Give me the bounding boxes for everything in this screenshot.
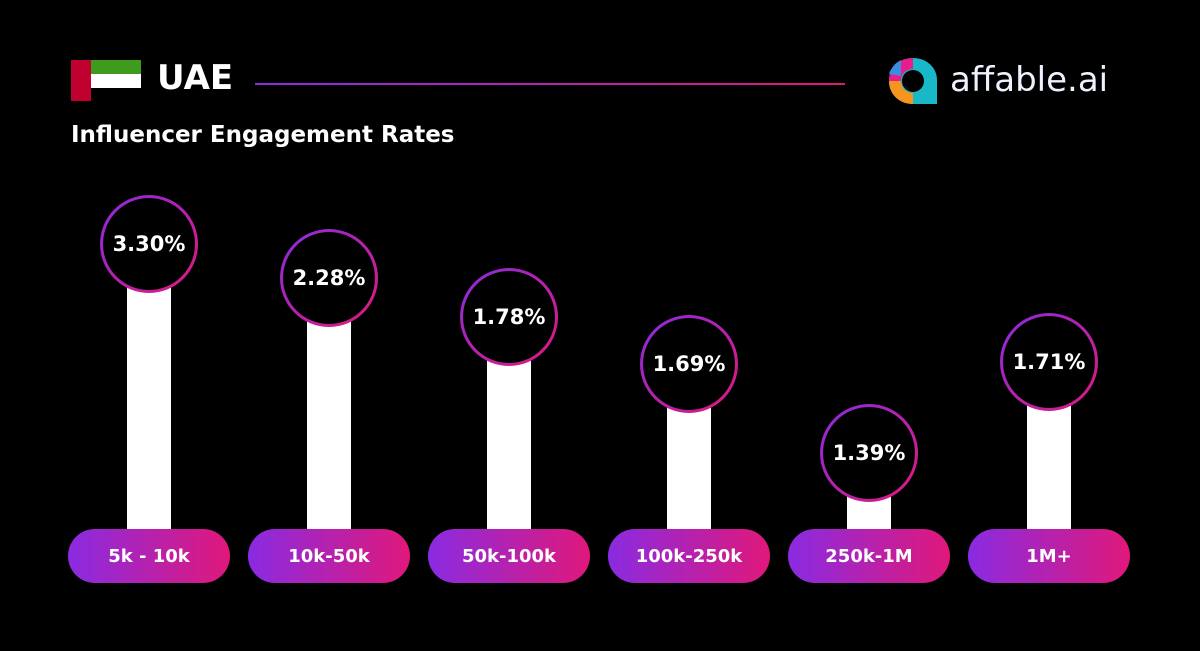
brand-name: affable.ai	[950, 60, 1109, 100]
affable-logo-icon	[889, 58, 937, 104]
category-label: 100k-250k	[608, 529, 770, 583]
value-label: 3.30%	[100, 195, 198, 293]
value-label: 1.39%	[820, 404, 918, 502]
value-label: 1.71%	[1000, 313, 1098, 411]
header-divider	[255, 83, 845, 85]
category-label: 50k-100k	[428, 529, 590, 583]
category-label: 1M+	[968, 529, 1130, 583]
category-label: 250k-1M	[788, 529, 950, 583]
category-label: 10k-50k	[248, 529, 410, 583]
value-label: 2.28%	[280, 229, 378, 327]
uae-flag-icon	[71, 60, 141, 101]
country-title: UAE	[157, 58, 234, 98]
chart-title: Influencer Engagement Rates	[71, 122, 455, 148]
category-label: 5k - 10k	[68, 529, 230, 583]
value-label: 1.69%	[640, 315, 738, 413]
bar	[127, 244, 171, 529]
value-label: 1.78%	[460, 268, 558, 366]
